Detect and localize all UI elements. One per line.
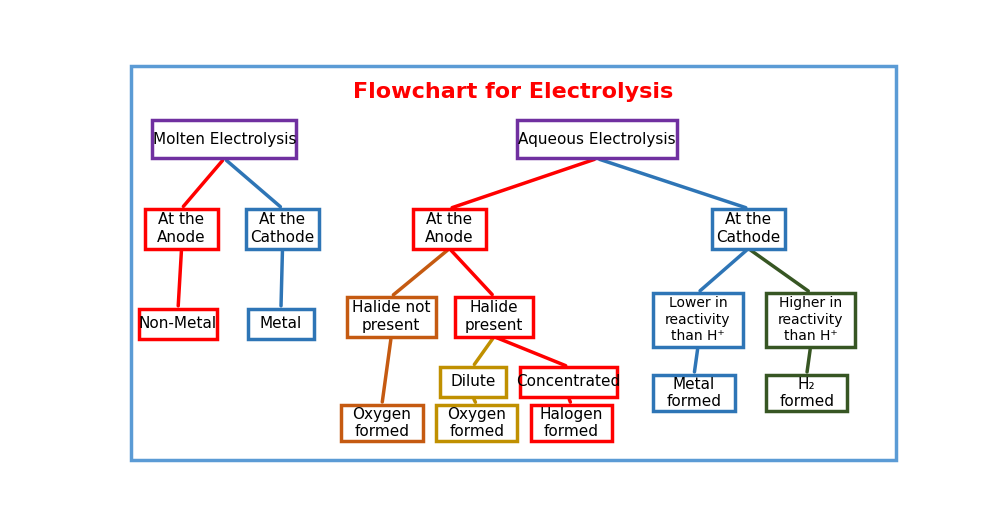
FancyBboxPatch shape [436, 405, 517, 441]
Text: Halogen
formed: Halogen formed [540, 407, 603, 439]
FancyBboxPatch shape [341, 405, 423, 441]
FancyBboxPatch shape [653, 293, 742, 347]
Text: Lower in
reactivity
than H⁺: Lower in reactivity than H⁺ [665, 296, 730, 343]
FancyBboxPatch shape [531, 405, 612, 441]
FancyBboxPatch shape [520, 367, 617, 397]
FancyBboxPatch shape [247, 309, 314, 339]
Text: Non-Metal: Non-Metal [139, 316, 217, 331]
Text: Aqueous Electrolysis: Aqueous Electrolysis [518, 132, 675, 147]
Text: Halide
present: Halide present [465, 301, 523, 333]
Text: Dilute: Dilute [450, 374, 495, 389]
Text: Molten Electrolysis: Molten Electrolysis [152, 132, 296, 147]
Text: At the
Cathode: At the Cathode [250, 212, 315, 245]
Text: Oxygen
formed: Oxygen formed [353, 407, 412, 439]
Text: Flowchart for Electrolysis: Flowchart for Electrolysis [354, 83, 673, 102]
Text: At the
Cathode: At the Cathode [716, 212, 781, 245]
FancyBboxPatch shape [440, 367, 506, 397]
FancyBboxPatch shape [139, 309, 216, 339]
Text: Higher in
reactivity
than H⁺: Higher in reactivity than H⁺ [778, 296, 844, 343]
Text: At the
Anode: At the Anode [425, 212, 474, 245]
Text: At the
Anode: At the Anode [157, 212, 205, 245]
FancyBboxPatch shape [413, 209, 486, 249]
FancyBboxPatch shape [517, 121, 676, 159]
Text: Concentrated: Concentrated [516, 374, 620, 389]
Text: H₂
formed: H₂ formed [780, 376, 835, 409]
FancyBboxPatch shape [152, 121, 297, 159]
FancyBboxPatch shape [766, 375, 848, 411]
FancyBboxPatch shape [347, 296, 436, 336]
FancyBboxPatch shape [711, 209, 786, 249]
FancyBboxPatch shape [144, 209, 218, 249]
FancyBboxPatch shape [653, 375, 734, 411]
FancyBboxPatch shape [245, 209, 320, 249]
Text: Halide not
present: Halide not present [352, 301, 431, 333]
FancyBboxPatch shape [766, 293, 855, 347]
Text: Metal: Metal [260, 316, 302, 331]
Text: Oxygen
formed: Oxygen formed [447, 407, 506, 439]
Text: Metal
formed: Metal formed [666, 376, 721, 409]
FancyBboxPatch shape [455, 296, 533, 336]
